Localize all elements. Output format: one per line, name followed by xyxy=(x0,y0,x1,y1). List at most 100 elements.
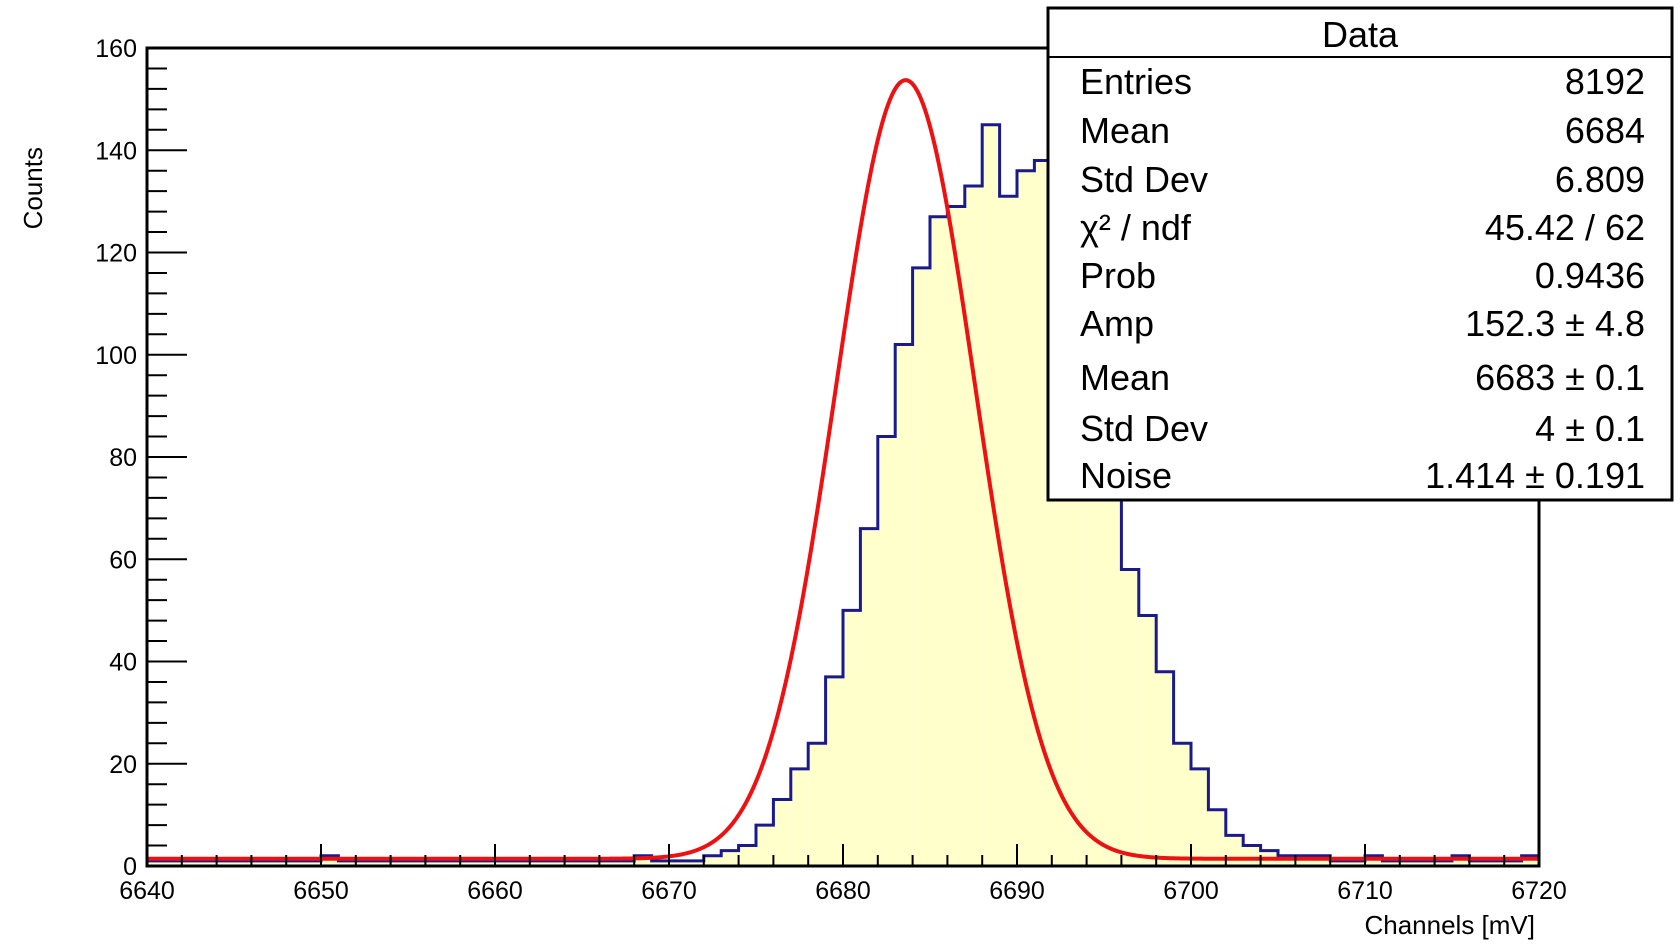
stats-row-value: 6683 ± 0.1 xyxy=(1475,357,1645,398)
histogram-bin xyxy=(1434,860,1452,866)
x-tick-label: 6710 xyxy=(1337,877,1393,905)
histogram-bin xyxy=(1365,855,1383,866)
histogram-bin xyxy=(599,860,617,866)
histogram-bin xyxy=(808,743,826,866)
histogram-bin xyxy=(234,860,252,866)
y-tick-label: 140 xyxy=(95,137,137,165)
x-tick-label: 6660 xyxy=(467,877,523,905)
y-tick-label: 100 xyxy=(95,342,137,370)
histogram-bin xyxy=(1225,835,1244,866)
x-tick-label: 6690 xyxy=(989,877,1045,905)
histogram-bin xyxy=(390,860,408,866)
histogram-bin xyxy=(1399,860,1418,866)
histogram-bin xyxy=(373,860,391,866)
histogram-bin xyxy=(355,860,374,866)
histogram-bin xyxy=(547,860,565,866)
histogram-bin xyxy=(147,860,165,866)
histogram-bin xyxy=(825,676,843,866)
stats-box-title: Data xyxy=(1322,14,1399,55)
stats-row-value: 1.414 ± 0.191 xyxy=(1425,455,1645,496)
histogram-bin xyxy=(1173,743,1191,866)
histogram-bin xyxy=(268,860,287,866)
histogram-bin xyxy=(947,206,965,867)
y-tick-label: 120 xyxy=(95,240,137,268)
stats-row-value: 8192 xyxy=(1565,61,1645,102)
histogram-bin xyxy=(912,267,930,866)
histogram-bin xyxy=(529,860,548,866)
stats-box: Data Entries 8192 Mean 6684 Std Dev 6.809 χ² /… xyxy=(1046,6,1674,502)
histogram-bin xyxy=(425,860,443,866)
x-axis: 6640 6650 6660 6670 6680 6690 6700 6710 6720 xyxy=(119,844,1567,905)
histogram-bin xyxy=(181,860,200,866)
histogram-bin xyxy=(408,860,426,866)
y-tick-label: 160 xyxy=(95,35,137,63)
histogram-bin xyxy=(651,860,669,866)
stats-row-value: 6.809 xyxy=(1555,159,1645,200)
histogram-bin xyxy=(477,860,495,866)
histogram-bin xyxy=(634,855,652,866)
stats-row-label: Mean xyxy=(1080,110,1170,151)
histogram-bin xyxy=(1486,860,1505,866)
histogram-bin xyxy=(495,860,513,866)
histogram-bin xyxy=(756,825,774,866)
histogram-bin xyxy=(321,855,339,866)
histogram-bin xyxy=(1452,855,1470,866)
histogram-bin xyxy=(895,344,913,866)
histogram-bin xyxy=(582,860,600,866)
histogram-bin xyxy=(1382,860,1400,866)
histogram-bin xyxy=(790,768,809,866)
histogram-bin xyxy=(1017,170,1035,866)
stats-row-label: χ² / ndf xyxy=(1080,207,1192,248)
histogram-bin xyxy=(1347,860,1365,866)
stats-row-label: Entries xyxy=(1080,61,1192,102)
y-tick-label: 0 xyxy=(123,853,137,881)
histogram-bin xyxy=(460,860,478,866)
histogram-bin xyxy=(286,860,304,866)
histogram-bin xyxy=(964,186,983,867)
y-tick-label: 60 xyxy=(109,546,137,574)
histogram-bin xyxy=(1121,569,1139,866)
histogram-bin xyxy=(1243,845,1261,866)
histogram-bin xyxy=(773,799,791,866)
x-tick-label: 6720 xyxy=(1511,877,1567,905)
stats-row-value: 45.42 / 62 xyxy=(1485,207,1645,248)
stats-row-label: Std Dev xyxy=(1080,159,1208,200)
histogram-bin xyxy=(1208,809,1226,866)
histogram-bin xyxy=(1330,860,1348,866)
histogram-bin xyxy=(1278,855,1296,866)
y-tick-label: 40 xyxy=(109,649,137,677)
stats-row-value: 6684 xyxy=(1565,110,1645,151)
histogram-bin xyxy=(877,436,896,866)
histogram-bin xyxy=(251,860,269,866)
histogram-bin xyxy=(999,196,1017,866)
histogram-bin xyxy=(1156,671,1174,866)
histogram-bin xyxy=(1521,855,1539,866)
y-axis-title: Counts xyxy=(18,147,48,229)
histogram-bin xyxy=(1191,768,1209,866)
stats-box-frame xyxy=(1046,6,1674,502)
histogram-bin xyxy=(860,528,878,866)
histogram-bin xyxy=(703,855,722,866)
histogram-bin xyxy=(199,860,217,866)
stats-row-label: Amp xyxy=(1080,303,1154,344)
histogram-bin xyxy=(686,860,704,866)
y-tick-label: 20 xyxy=(109,751,137,779)
fit-curve-group xyxy=(147,78,1539,861)
stats-row-label: Mean xyxy=(1080,357,1170,398)
histogram-bin xyxy=(303,860,321,866)
histogram-bin xyxy=(1312,855,1331,866)
histogram-bin xyxy=(930,216,948,866)
histogram-bin xyxy=(164,860,182,866)
fit-curve xyxy=(147,78,1539,861)
x-axis-title: Channels [mV] xyxy=(1364,910,1535,940)
histogram-bin xyxy=(738,845,756,866)
histogram-bin xyxy=(1417,860,1435,866)
x-tick-label: 6650 xyxy=(293,877,349,905)
stats-row-value: 0.9436 xyxy=(1535,255,1645,296)
histogram-bin xyxy=(721,850,739,866)
x-tick-label: 6640 xyxy=(119,877,175,905)
histogram-bin xyxy=(512,860,530,866)
histogram-bin xyxy=(442,860,461,866)
histogram-bin xyxy=(564,860,582,866)
